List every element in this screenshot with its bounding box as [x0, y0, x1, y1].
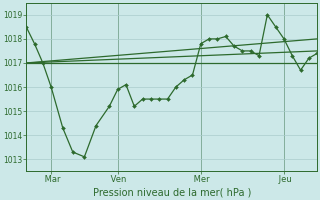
X-axis label: Pression niveau de la mer( hPa ): Pression niveau de la mer( hPa ) — [92, 187, 251, 197]
